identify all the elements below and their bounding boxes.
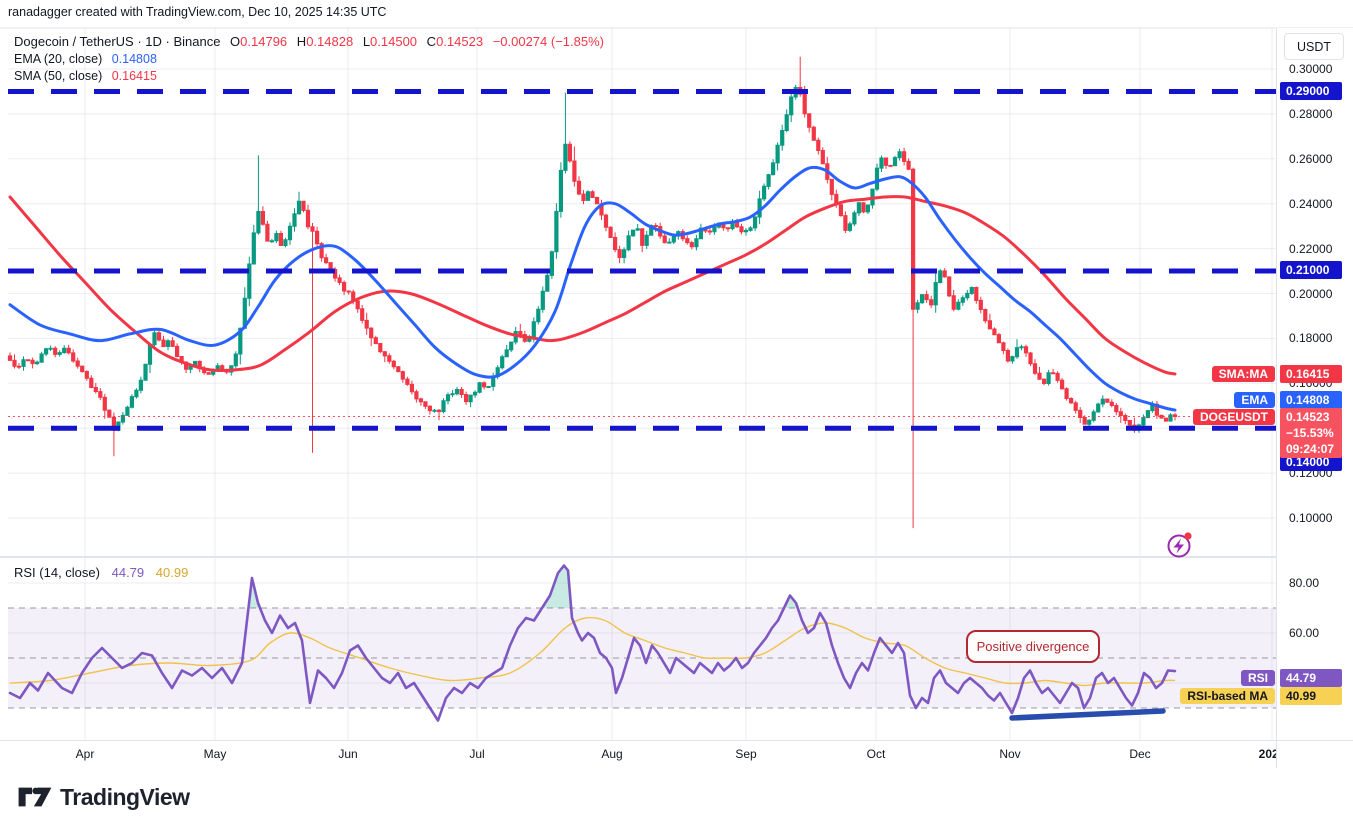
symbol-legend: Dogecoin / TetherUS · 1D · Binance O0.14… bbox=[14, 33, 604, 86]
price-tick-label: 0.28000 bbox=[1289, 106, 1333, 121]
ema-legend-row: EMA (20, close) 0.14808 bbox=[14, 51, 604, 69]
open-value: 0.14796 bbox=[240, 34, 288, 49]
ema-value: 0.14808 bbox=[111, 51, 157, 66]
price-tick-label: 0.10000 bbox=[1289, 511, 1333, 525]
sma-label: SMA (50, close) bbox=[14, 69, 103, 83]
time-scale-corner bbox=[1276, 740, 1353, 769]
tradingview-brand: TradingView bbox=[18, 782, 190, 812]
rsi-label: RSI (14, close) bbox=[14, 565, 100, 580]
tradingview-logo-icon bbox=[18, 787, 52, 807]
support-resistance-levels[interactable] bbox=[8, 88, 1276, 431]
sma-legend-row: SMA (50, close) 0.16415 bbox=[14, 68, 604, 86]
positive-divergence-label: Positive divergence bbox=[976, 639, 1090, 654]
time-tick-2026: 2026 bbox=[1258, 747, 1276, 761]
time-tick-apr: Apr bbox=[75, 747, 95, 761]
series-label-rsi: RSI bbox=[1240, 670, 1275, 686]
price-tick-label: 0.22000 bbox=[1289, 241, 1333, 256]
tradingview-brand-text: TradingView bbox=[60, 783, 190, 810]
low-value: 0.14500 bbox=[370, 34, 418, 49]
time-tick-aug: Aug bbox=[601, 747, 623, 761]
series-label-sma-ma: SMA:MA bbox=[1211, 366, 1275, 382]
price-scale[interactable]: 0.30000 0.28000 0.26000 0.24000 0.22000 0.200… bbox=[1276, 28, 1353, 768]
rsi-line bbox=[8, 564, 1177, 722]
rsi-tick-label: 60.00 bbox=[1289, 626, 1320, 640]
close-value: 0.14523 bbox=[436, 34, 484, 49]
symbol-ohlc-row: Dogecoin / TetherUS · 1D · Binance O0.14… bbox=[14, 34, 604, 49]
symbol-title: Dogecoin / TetherUS · 1D · Binance bbox=[14, 34, 221, 49]
down-candles bbox=[7, 56, 1178, 529]
currency-toggle-button[interactable]: USDT bbox=[1284, 33, 1344, 60]
ema-value-badge: 0.14808 bbox=[1280, 391, 1342, 409]
high-value: 0.14828 bbox=[306, 34, 354, 49]
change-value: −0.00274 (−1.85%) bbox=[492, 34, 604, 49]
rsi-value-badge: 44.79 bbox=[1280, 669, 1342, 687]
level-price-badge: 0.21000 bbox=[1280, 261, 1342, 279]
price-tick-label: 0.30000 bbox=[1289, 62, 1333, 76]
sma-50-line bbox=[8, 195, 1177, 376]
time-tick-dec: Dec bbox=[1129, 747, 1151, 761]
rsi-ma-value: 40.99 bbox=[155, 565, 189, 580]
price-tick-label: 0.26000 bbox=[1289, 151, 1333, 166]
price-tick-label: 0.24000 bbox=[1289, 196, 1333, 211]
series-label-ema: EMA bbox=[1234, 392, 1275, 408]
series-label-rsi-based-ma: RSI-based MA bbox=[1180, 688, 1275, 704]
rsi-legend: RSI (14, close) 44.79 40.99 bbox=[14, 565, 188, 580]
ema-20-line bbox=[8, 165, 1177, 412]
time-scale[interactable]: Apr May Jun Jul Aug Sep Oct Nov Dec 2026 bbox=[0, 740, 1276, 769]
time-tick-nov: Nov bbox=[999, 747, 1021, 761]
series-label-dogeusdt: DOGEUSDT bbox=[1192, 409, 1275, 425]
time-tick-jul: Jul bbox=[469, 747, 485, 761]
candlestick-series bbox=[7, 56, 1178, 529]
rsi-tick-label: 80.00 bbox=[1289, 576, 1320, 590]
rsi-value: 44.79 bbox=[111, 565, 145, 580]
watermark-header: ranadagger created with TradingView.com,… bbox=[8, 5, 387, 19]
divergence-trendline[interactable] bbox=[1009, 708, 1166, 721]
level-price-badge: 0.29000 bbox=[1280, 82, 1342, 100]
ema-label: EMA (20, close) bbox=[14, 51, 103, 66]
rsi-ma-value-badge: 40.99 bbox=[1280, 687, 1342, 705]
up-candles bbox=[21, 84, 1173, 433]
time-tick-jun: Jun bbox=[338, 747, 358, 761]
rsi-overbought-fill bbox=[250, 565, 796, 608]
sma-value: 0.16415 bbox=[111, 69, 157, 83]
positive-divergence-callout[interactable]: Positive divergence bbox=[966, 630, 1100, 663]
sma-value-badge: 0.16415 bbox=[1280, 365, 1342, 383]
price-tick-label: 0.18000 bbox=[1289, 331, 1333, 346]
last-price-badge: 0.14523 −15.53% 09:24:07 bbox=[1280, 408, 1342, 458]
price-tick-label: 0.20000 bbox=[1289, 286, 1333, 301]
time-tick-oct: Oct bbox=[866, 747, 886, 761]
time-tick-may: May bbox=[203, 747, 227, 761]
flash-boost-icon[interactable] bbox=[1167, 532, 1192, 558]
time-tick-sep: Sep bbox=[735, 747, 757, 761]
footer: TradingView bbox=[0, 768, 1353, 826]
